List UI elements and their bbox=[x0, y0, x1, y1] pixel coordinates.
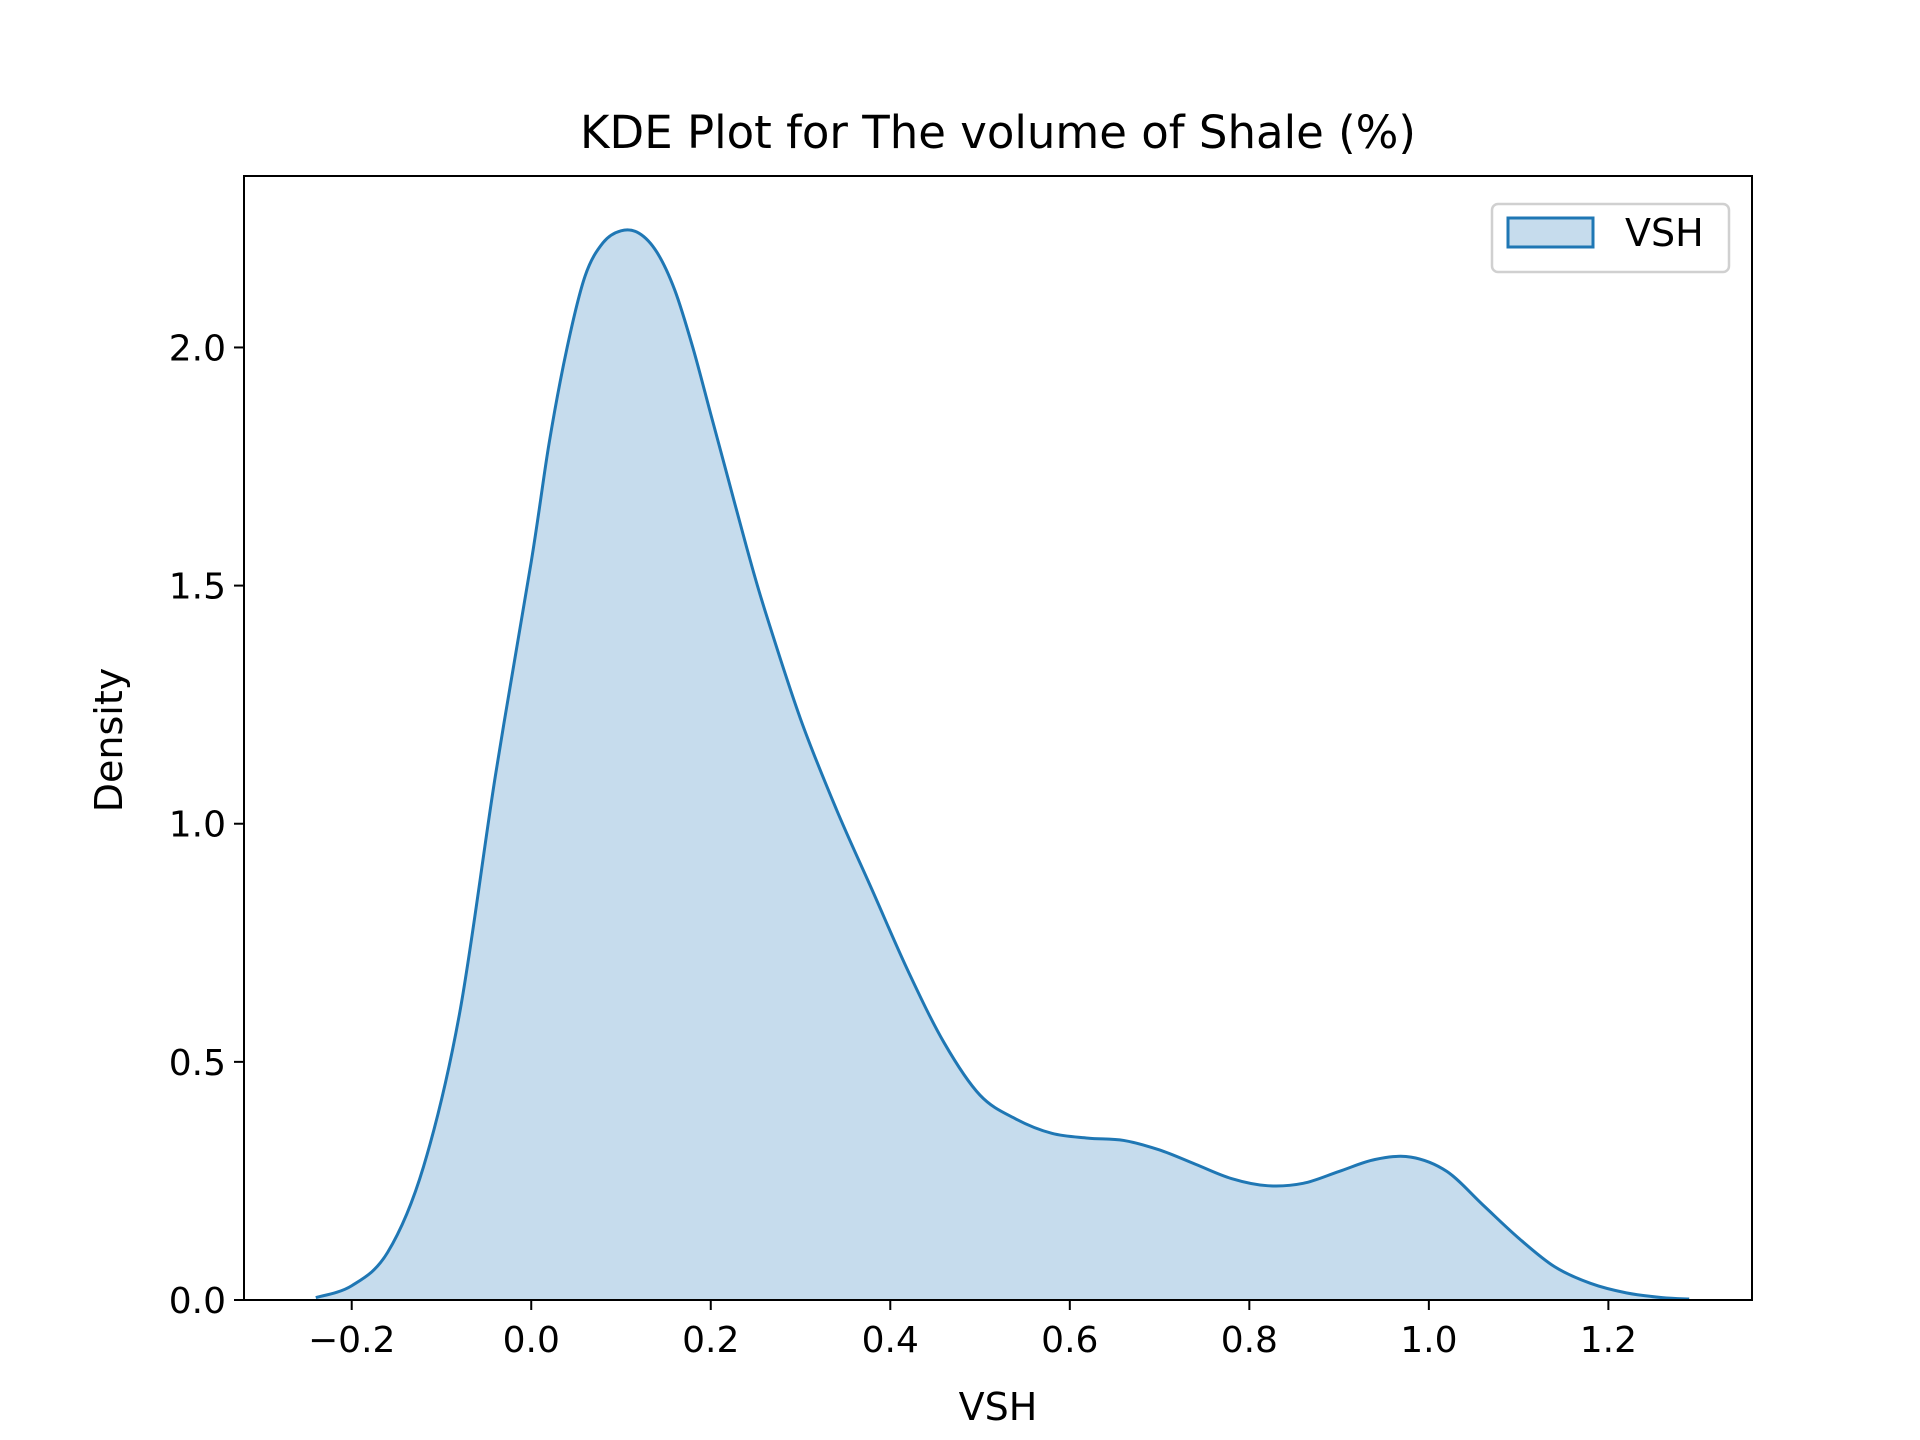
x-tick-label: 0.0 bbox=[503, 1320, 560, 1361]
y-tick-label: 1.0 bbox=[169, 805, 226, 846]
x-tick-label: 1.0 bbox=[1400, 1320, 1457, 1361]
y-axis-label: Density bbox=[87, 668, 131, 812]
y-tick-label: 1.5 bbox=[169, 567, 226, 608]
y-tick-label: 0.5 bbox=[169, 1043, 226, 1084]
plot-area bbox=[315, 228, 1690, 1301]
x-tick-label: 0.2 bbox=[682, 1320, 739, 1361]
density-line-vsh bbox=[315, 228, 1690, 1301]
x-axis-label: VSH bbox=[959, 1385, 1038, 1429]
legend: VSH bbox=[1490, 202, 1731, 274]
x-tick-label: −0.2 bbox=[308, 1320, 395, 1361]
density-area-vsh bbox=[315, 229, 1690, 1300]
x-tick-label: 0.6 bbox=[1041, 1320, 1098, 1361]
legend-swatch-vsh bbox=[1506, 216, 1595, 249]
legend-label-vsh: VSH bbox=[1625, 211, 1704, 255]
x-tick-label: 1.2 bbox=[1580, 1320, 1637, 1361]
x-tick-label: 0.8 bbox=[1221, 1320, 1278, 1361]
y-axis: 0.0 0.5 1.0 1.5 2.0 bbox=[169, 328, 244, 1322]
plot-frame bbox=[243, 175, 1753, 1301]
x-tick-label: 0.4 bbox=[862, 1320, 919, 1361]
chart-title: KDE Plot for The volume of Shale (%) bbox=[580, 106, 1416, 159]
y-tick-label: 0.0 bbox=[169, 1281, 226, 1322]
x-axis: −0.2 0.0 0.2 0.4 0.6 0.8 1.0 1.2 bbox=[308, 1300, 1637, 1361]
y-tick-label: 2.0 bbox=[169, 328, 226, 369]
